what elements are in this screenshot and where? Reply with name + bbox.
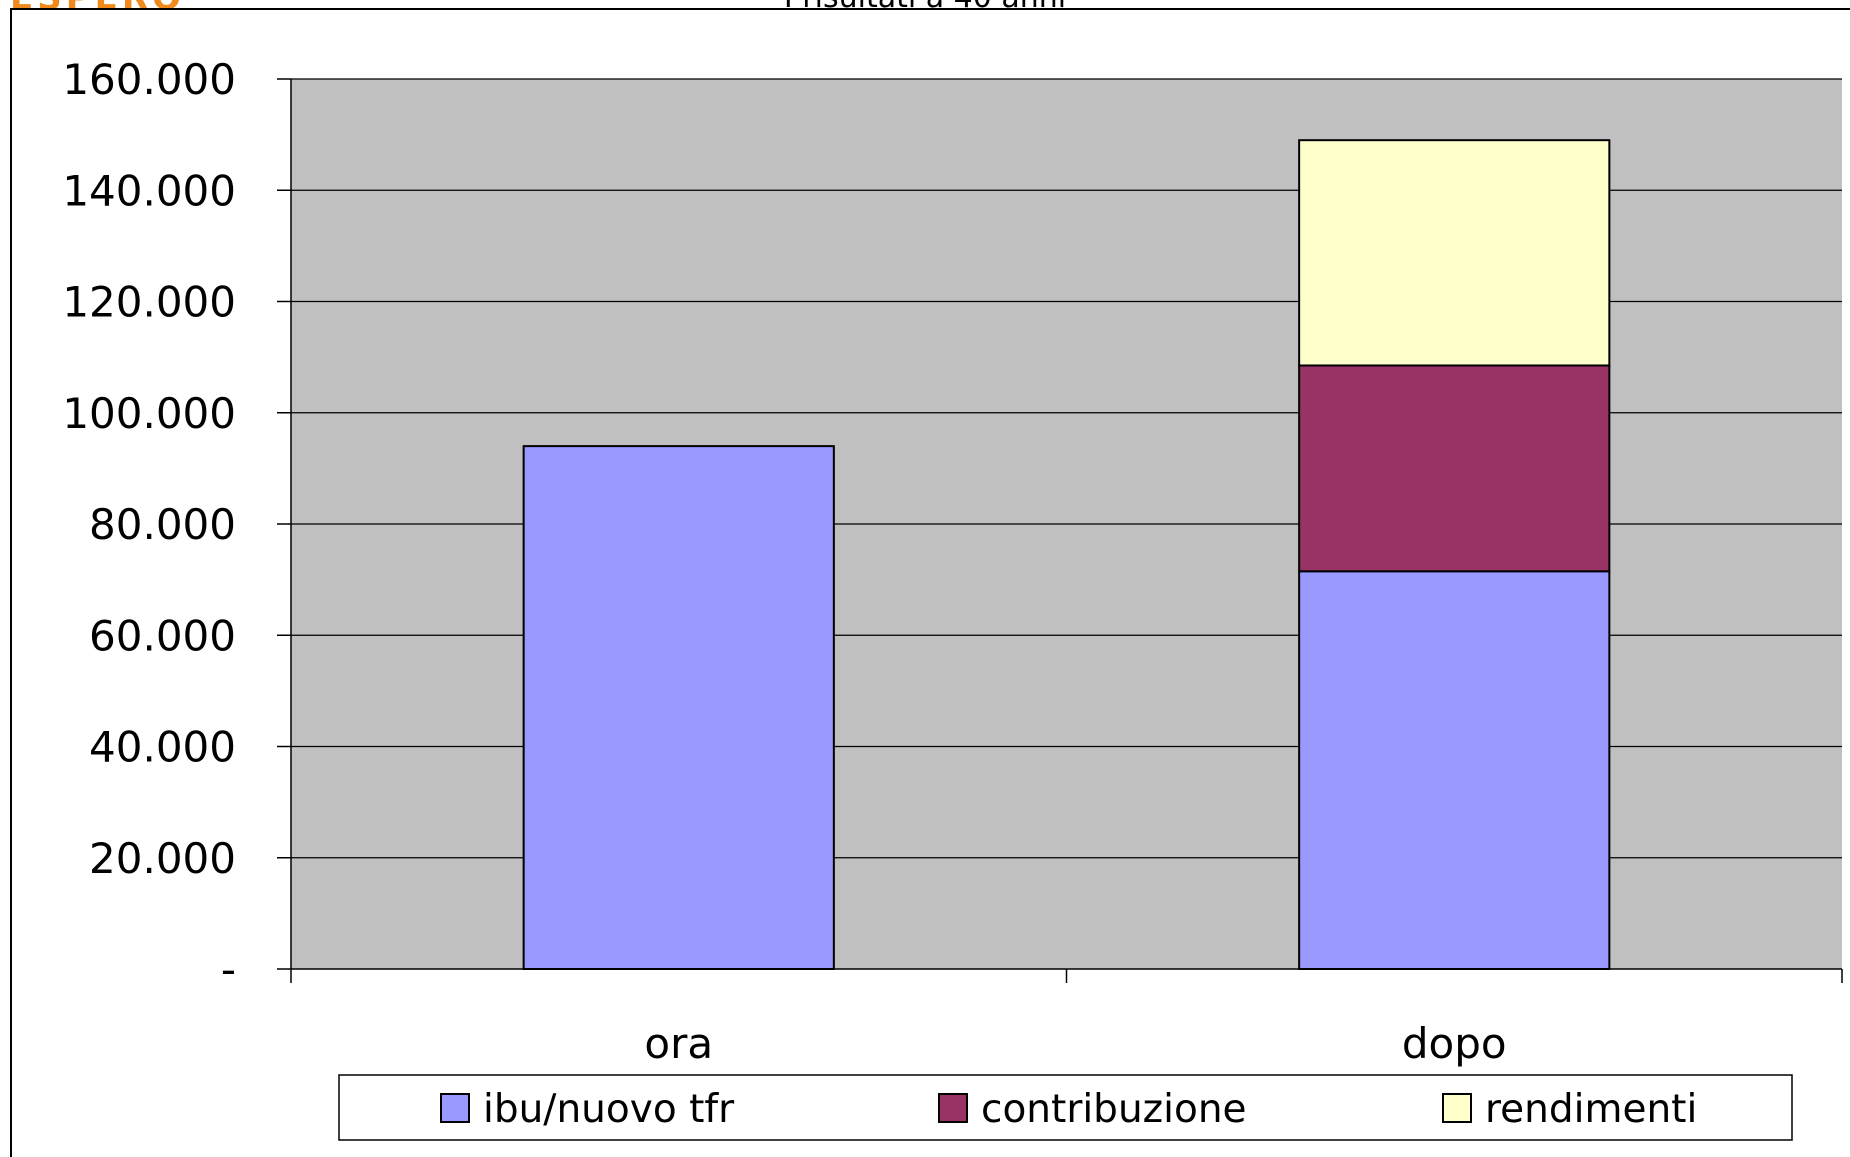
bar-segment — [1298, 364, 1611, 573]
y-tick-label: 140.000 — [62, 166, 236, 215]
y-tick-label: 80.000 — [89, 500, 236, 549]
bar-segment — [1298, 570, 1611, 970]
legend-swatch — [938, 1093, 968, 1123]
legend-label: rendimenti — [1485, 1087, 1697, 1132]
x-tick-label: dopo — [1402, 1019, 1507, 1068]
legend-swatch — [1442, 1093, 1472, 1123]
legend-swatch — [440, 1093, 470, 1123]
y-tick-label: 20.000 — [89, 834, 236, 883]
x-tick-label: ora — [644, 1019, 713, 1068]
legend-label: ibu/nuovo tfr — [483, 1087, 735, 1132]
axes: - 20.000 40.000 60.000 80.000 100.000 120.000 1… — [62, 55, 1843, 1068]
y-tick-label: 60.000 — [89, 611, 236, 660]
y-tick-label: 40.000 — [89, 723, 236, 772]
bar-segment — [522, 445, 835, 970]
legend-box — [338, 1074, 1793, 1141]
y-tick-label: 100.000 — [62, 389, 236, 438]
y-tick-label: 120.000 — [62, 278, 236, 327]
y-tick-label: 160.000 — [62, 55, 236, 104]
bars — [522, 139, 1611, 970]
legend: ibu/nuovo tfr contribuzione rendimenti — [338, 1074, 1793, 1141]
y-tick-label: - — [221, 945, 236, 994]
legend-label: contribuzione — [981, 1087, 1247, 1132]
bar-segment — [1298, 139, 1611, 367]
